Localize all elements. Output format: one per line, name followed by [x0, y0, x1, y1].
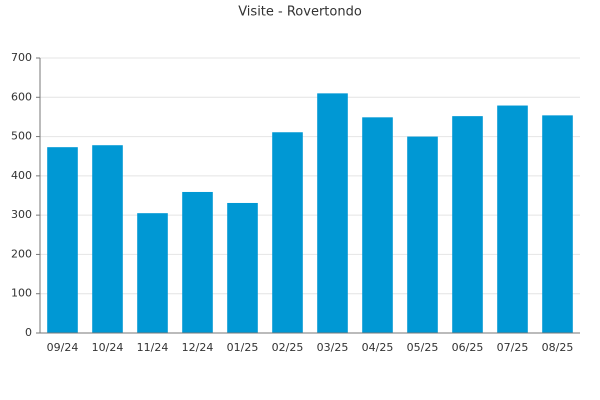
bar — [407, 136, 438, 333]
bar — [47, 147, 78, 333]
x-tick-label: 08/25 — [542, 341, 574, 354]
x-tick-label: 02/25 — [272, 341, 304, 354]
bar — [362, 117, 393, 333]
x-tick-label: 01/25 — [227, 341, 259, 354]
x-tick-label: 07/25 — [497, 341, 529, 354]
y-tick-label: 100 — [11, 287, 32, 300]
x-tick-label: 10/24 — [92, 341, 124, 354]
y-tick-label: 200 — [11, 247, 32, 260]
bar — [317, 93, 348, 333]
y-tick-label: 500 — [11, 130, 32, 143]
x-tick-label: 05/25 — [407, 341, 439, 354]
x-tick-label: 03/25 — [317, 341, 349, 354]
bar — [137, 213, 168, 333]
x-tick-label: 11/24 — [137, 341, 169, 354]
x-tick-label: 06/25 — [452, 341, 484, 354]
bar — [227, 202, 258, 333]
y-tick-label: 400 — [11, 169, 32, 182]
bar — [92, 145, 123, 333]
y-tick-label: 0 — [25, 326, 32, 339]
y-tick-label: 300 — [11, 208, 32, 221]
x-tick-label: 04/25 — [362, 341, 394, 354]
bar — [497, 105, 528, 334]
bar — [182, 191, 213, 333]
y-tick-label: 600 — [11, 90, 32, 103]
bar — [542, 115, 573, 333]
x-tick-label: 12/24 — [182, 341, 214, 354]
chart-title: Visite - Rovertondo — [238, 5, 362, 20]
x-tick-label: 09/24 — [47, 341, 79, 354]
bar — [452, 116, 483, 334]
y-tick-label: 700 — [11, 51, 32, 64]
bar — [272, 132, 303, 333]
